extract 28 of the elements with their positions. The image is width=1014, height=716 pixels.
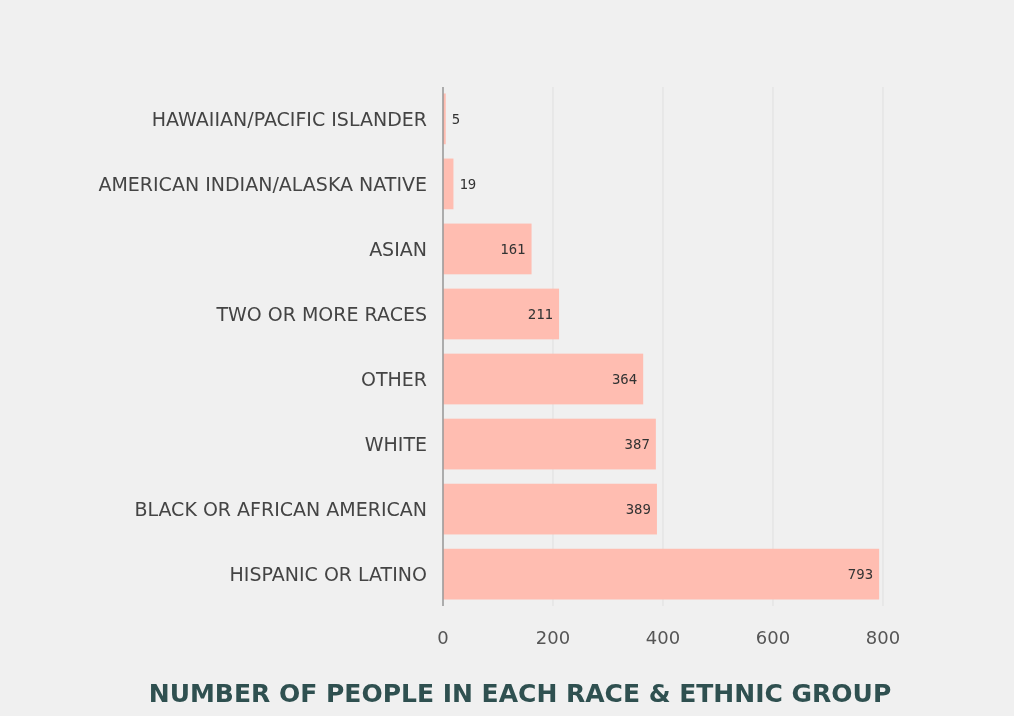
bar <box>443 548 880 600</box>
x-tick-label: 200 <box>535 627 571 648</box>
y-tick-label: OTHER <box>360 367 427 390</box>
x-tick-label: 400 <box>645 627 681 648</box>
bar <box>443 353 644 405</box>
y-tick-label: AMERICAN INDIAN/ALASKA NATIVE <box>98 172 427 195</box>
data-label: 5 <box>451 110 461 127</box>
text: NUMBER OF PEOPLE IN EACH RACE & ETHNIC GROUP <box>148 679 892 708</box>
y-tick-label: BLACK OR AFRICAN AMERICAN <box>134 497 427 520</box>
bar <box>443 483 657 535</box>
y-tick-label: WHITE <box>364 432 427 455</box>
x-tick-label: 800 <box>865 627 901 648</box>
x-tick-label: 0 <box>437 627 449 648</box>
data-label: 389 <box>625 500 651 517</box>
x-tick-label: 600 <box>755 627 791 648</box>
bar <box>443 288 560 340</box>
y-tick-label: HAWAIIAN/PACIFIC ISLANDER <box>151 107 427 130</box>
data-label: 161 <box>500 240 526 257</box>
data-label: 793 <box>847 566 874 583</box>
data-label: 364 <box>611 370 638 387</box>
y-tick-label: TWO OR MORE RACES <box>215 302 427 325</box>
data-label: 387 <box>624 435 650 452</box>
bar <box>443 418 656 470</box>
data-label: 211 <box>527 305 554 322</box>
y-tick-label: ASIAN <box>369 237 427 260</box>
bar <box>443 223 532 275</box>
y-tick-label: HISPANIC OR LATINO <box>229 562 427 585</box>
data-label: 19 <box>459 175 477 192</box>
